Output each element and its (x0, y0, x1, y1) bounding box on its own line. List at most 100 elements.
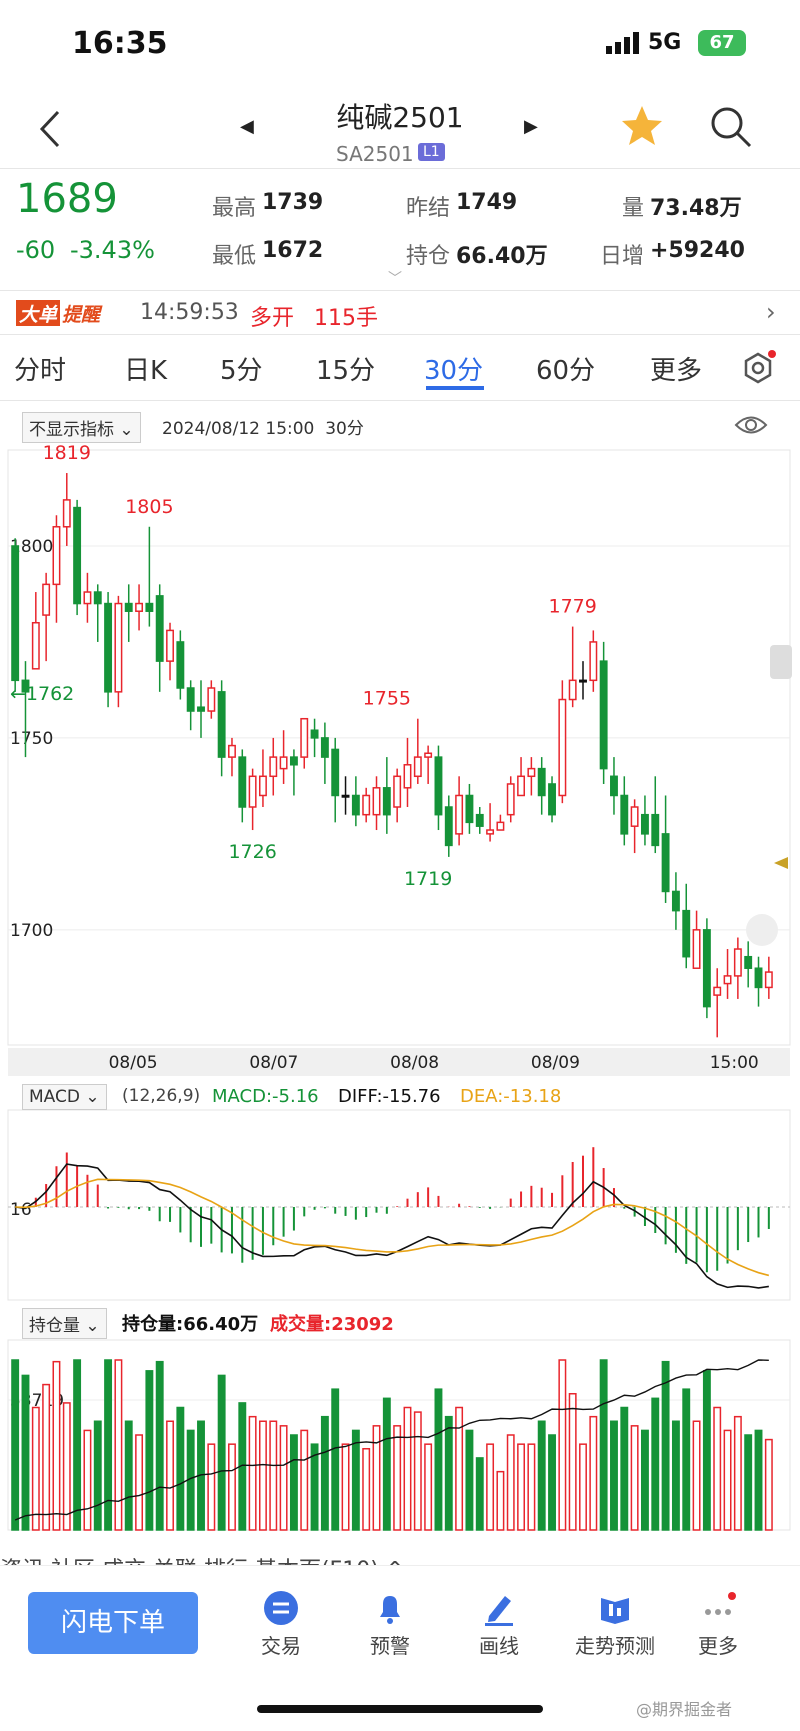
macd-select[interactable]: MACD ⌄ (22, 1084, 107, 1110)
volume-bar (31, 1406, 40, 1531)
trend-forecast-button[interactable]: 走势预测 (565, 1590, 665, 1659)
candle-body (661, 833, 670, 893)
high-value: 1739 (262, 190, 324, 215)
low-label: 最低 (212, 244, 257, 269)
volume-bar (217, 1374, 226, 1531)
candle-body (475, 813, 484, 827)
candle-body (372, 787, 381, 816)
tab-30min[interactable]: 30分 (424, 356, 484, 386)
volume-bar (692, 1420, 701, 1531)
volume-bar (713, 1406, 722, 1531)
volume-bar (320, 1415, 329, 1531)
volume-bar (393, 1425, 402, 1531)
search-icon[interactable] (708, 104, 754, 150)
tab-15min[interactable]: 15分 (316, 356, 376, 386)
diff-value: DIFF:-15.76 (338, 1086, 441, 1107)
watermark: @期界掘金者 (636, 1700, 733, 1719)
volume-bar (517, 1443, 526, 1531)
divider (0, 400, 800, 401)
candle-body (62, 499, 71, 528)
candle-body (744, 955, 753, 969)
volume-bar (145, 1370, 154, 1531)
trade-button[interactable]: 交易 (241, 1590, 321, 1659)
y-tick-label: 1800 (10, 537, 53, 557)
tab-daily-k[interactable]: 日K (124, 356, 168, 386)
tab-timeshare[interactable]: 分时 (14, 356, 67, 386)
indicator-select[interactable]: 不显示指标 ⌄ (22, 412, 141, 443)
candle-body (403, 764, 412, 789)
volume-bar (21, 1374, 30, 1531)
candle-body (382, 787, 391, 816)
tab-5min[interactable]: 5分 (220, 356, 263, 386)
price-annotation: 1819 (43, 445, 91, 464)
alert-time: 14:59:53 (140, 300, 239, 325)
pen-icon (485, 1596, 513, 1626)
macd-value: MACD:-5.16 (212, 1086, 319, 1107)
alert-button[interactable]: 预警 (350, 1590, 430, 1659)
more-button[interactable]: 更多 (678, 1590, 758, 1659)
info-tabs-row[interactable]: 资讯 社区 成交 关联 排行 基本面(F10) ^ (0, 1552, 800, 1568)
candle-body (506, 783, 515, 816)
candle-body (682, 909, 691, 958)
volume-bar (630, 1425, 639, 1531)
low-value: 1672 (262, 238, 324, 263)
active-tab-indicator (426, 386, 484, 390)
x-tick-label: 08/07 (249, 1053, 298, 1073)
volume-bar (62, 1402, 71, 1531)
volume-bar (341, 1443, 350, 1531)
candle-body (166, 629, 174, 662)
price-change: -60 (16, 236, 56, 264)
current-price-marker-icon (774, 857, 788, 869)
bell-icon (380, 1596, 400, 1624)
candle-body (558, 698, 567, 797)
alert-quantity[interactable]: 115手 (314, 306, 378, 331)
dea-line (15, 1178, 770, 1277)
x-tick-label: 08/05 (109, 1053, 158, 1073)
eye-icon[interactable] (734, 412, 768, 438)
candle-body (702, 929, 711, 1008)
main-chart-frame (7, 449, 791, 1046)
flash-order-button[interactable]: 闪电下单 (28, 1592, 198, 1654)
volume-bar (682, 1388, 691, 1531)
candle-body (589, 641, 598, 682)
volume-bar (620, 1406, 629, 1531)
volume-bar (228, 1443, 236, 1531)
volume-bar (496, 1470, 505, 1531)
macd-zero-label: 16 (10, 1200, 32, 1220)
candle-body (424, 752, 433, 758)
home-indicator (257, 1705, 543, 1713)
chevron-right-icon[interactable]: › (766, 298, 776, 326)
volume-bar (661, 1360, 670, 1531)
kline-chart[interactable]: 1800 1750 1700 1819 1805 ←1762 1755 1726 1719 17… (0, 445, 800, 1545)
price-annotation: ←1762 (10, 683, 74, 705)
volume-bar (579, 1443, 587, 1531)
network-label: 5G (648, 30, 682, 55)
volume-bar (269, 1420, 278, 1531)
next-contract-icon[interactable]: ▶ (524, 116, 538, 137)
volume-bar (486, 1443, 495, 1531)
candle-body (651, 813, 660, 847)
level-badge: L1 (418, 143, 445, 161)
price-change-pct: -3.43% (70, 236, 155, 264)
prev-contract-icon[interactable]: ◀ (240, 116, 254, 137)
draw-line-button[interactable]: 画线 (459, 1590, 539, 1659)
settings-icon[interactable] (740, 350, 776, 386)
back-icon[interactable] (36, 108, 66, 150)
volume-bar (403, 1406, 412, 1531)
big-order-alert-logo: 大单 提醒 (16, 300, 100, 326)
candle-body (31, 621, 40, 670)
candle-body (289, 756, 298, 766)
open-interest-select[interactable]: 持仓量 ⌄ (22, 1308, 107, 1339)
volume-label: 量 (622, 196, 645, 221)
tab-60min[interactable]: 60分 (536, 356, 596, 386)
tab-more[interactable]: 更多 (650, 356, 703, 386)
volume-bar (733, 1415, 742, 1531)
price-annotation: 1719 (404, 868, 452, 890)
expand-chevron-icon[interactable]: ﹀ (388, 271, 402, 287)
day-increase-label: 日增 (600, 244, 645, 269)
volume-bar (351, 1429, 360, 1531)
volume-bar (372, 1425, 381, 1531)
last-price: 1689 (16, 176, 118, 222)
favorite-star-icon[interactable] (620, 104, 664, 148)
candle-body (548, 783, 556, 816)
